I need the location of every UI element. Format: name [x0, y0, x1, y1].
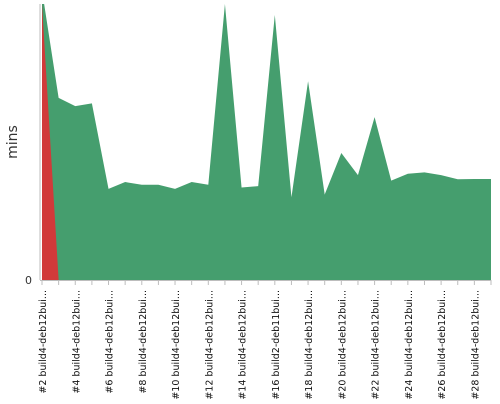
area-series-0: [42, 4, 491, 280]
x-tick-label: #28 build4-deb12bui...: [470, 290, 481, 400]
x-tick-label: #20 build4-deb12bui...: [337, 290, 348, 400]
x-tick-label: #2 build4-deb12bui...: [38, 290, 49, 394]
y-tick-label: 0: [25, 274, 32, 287]
x-tick-label: #8 build4-deb12bui...: [138, 290, 149, 394]
y-axis-label: mins: [5, 125, 21, 159]
x-tick-label: #10 build4-deb12bui...: [171, 290, 182, 400]
x-tick-label: #12 build4-deb12bui...: [204, 290, 215, 400]
area-layer: [42, 4, 491, 280]
x-tick-label: #22 build4-deb12bui...: [371, 290, 382, 400]
x-tick-label: #14 build4-deb12bui...: [238, 290, 249, 400]
x-tick-label: #26 build4-deb12bui...: [437, 290, 448, 400]
x-tick-label: #16 build2-deb11bui...: [271, 290, 282, 400]
x-tick-label: #6 build4-deb12bui...: [105, 290, 116, 394]
x-tick-label: #24 build4-deb12bui...: [404, 290, 415, 400]
x-tick-label: #18 build4-deb12bui...: [304, 290, 315, 400]
x-tick-label: #4 build4-deb12bui...: [71, 290, 82, 394]
x-ticks: #2 build4-deb12bui... #4 build4-deb12bui.…: [38, 280, 492, 400]
